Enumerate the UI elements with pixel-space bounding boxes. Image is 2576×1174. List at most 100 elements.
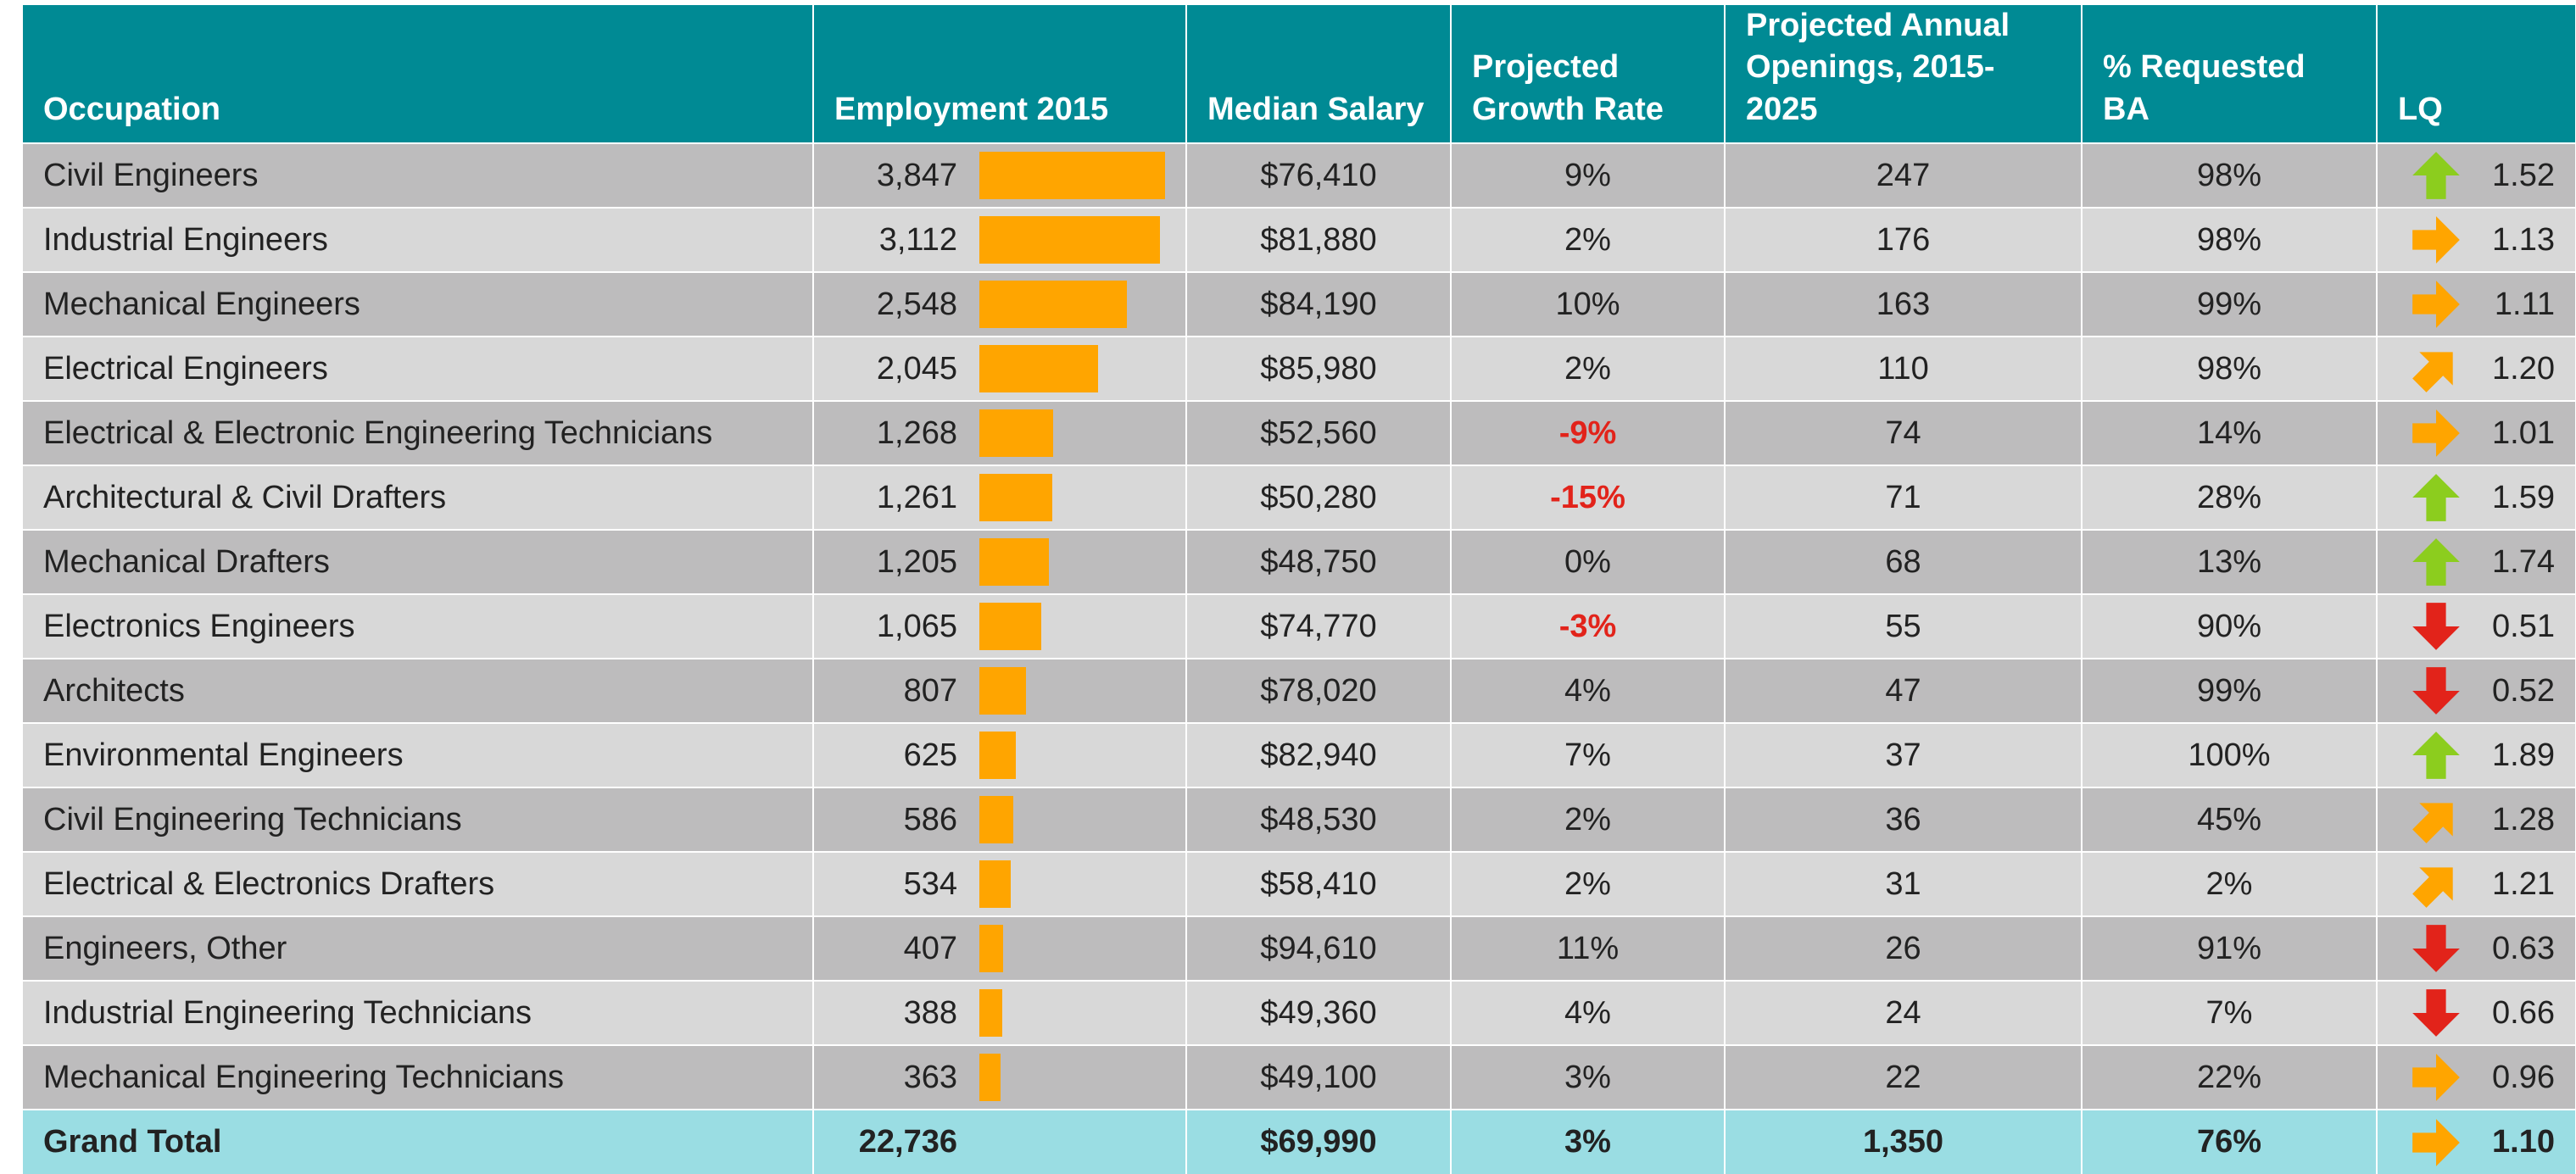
cell: 91%: [2082, 915, 2378, 982]
cell: 36: [1725, 787, 2083, 853]
employment-cell: 2,548: [813, 271, 1187, 337]
employment-bar: [979, 732, 1016, 780]
lq-value: 1.10: [2492, 1124, 2555, 1160]
cell: 55: [1725, 593, 2083, 659]
cell: Mechanical Drafters: [23, 529, 814, 595]
employment-value: 363: [903, 1059, 957, 1095]
column-header: % Requested BA: [2082, 5, 2378, 144]
cell: Mechanical Engineering Technicians: [23, 1044, 814, 1110]
employment-value: 3,847: [876, 157, 957, 193]
cell: 90%: [2082, 593, 2378, 659]
table-body: Civil Engineers 3,847 $76,410 9% 247 98% 1.52 I…: [23, 142, 2576, 1174]
cell: 22: [1725, 1044, 2083, 1110]
employment-cell: 3,112: [813, 207, 1187, 273]
cell: Architects: [23, 658, 814, 724]
lq-cell: 1.21: [2377, 851, 2576, 917]
employment-value: 1,205: [876, 543, 957, 580]
lq-cell: 1.59: [2377, 465, 2576, 531]
lq-cell: 1.20: [2377, 336, 2576, 402]
employment-bar: [979, 925, 1003, 973]
employment-cell: 1,268: [813, 400, 1187, 466]
lq-cell: 0.63: [2377, 915, 2576, 982]
cell: 99%: [2082, 271, 2378, 337]
arrow-shape: [2412, 152, 2460, 200]
cell: Industrial Engineering Technicians: [23, 980, 814, 1046]
cell: Industrial Engineers: [23, 207, 814, 273]
lq-arrow: [2412, 667, 2460, 715]
lq-value: 0.52: [2492, 672, 2555, 709]
lq-value: 0.66: [2492, 994, 2555, 1031]
cell: $76,410: [1186, 142, 1452, 209]
lq-arrow: [2412, 1118, 2460, 1166]
cell: $82,940: [1186, 722, 1452, 788]
employment-value: 388: [903, 994, 957, 1031]
employment-value: 625: [903, 737, 957, 773]
cell: 26: [1725, 915, 2083, 982]
lq-arrow: [2412, 152, 2460, 200]
employment: 1,065: [834, 596, 1165, 657]
employment-bar: [979, 860, 1011, 909]
employment: 3,847: [834, 145, 1165, 206]
cell: 4%: [1451, 980, 1726, 1046]
table-row: Mechanical Engineers 2,548 $84,190 10% 163 99…: [23, 271, 2576, 337]
cell: 7%: [1451, 722, 1726, 788]
cell: 37: [1725, 722, 2083, 788]
employment-value: 2,045: [876, 350, 957, 387]
employment-cell: 1,065: [813, 593, 1187, 659]
arrow-shape: [2412, 867, 2453, 909]
employment-bar: [979, 409, 1053, 458]
cell: 4%: [1451, 658, 1726, 724]
cell: $94,610: [1186, 915, 1452, 982]
table-row: Electrical & Electronic Engineering Tech…: [23, 400, 2576, 466]
arrow-shape: [2412, 1118, 2460, 1166]
employment-cell: 1,261: [813, 465, 1187, 531]
lq-cell: 0.66: [2377, 980, 2576, 1046]
lq: 1.59: [2398, 473, 2555, 522]
arrow-shape: [2412, 538, 2460, 587]
column-header: Occupation: [23, 5, 814, 144]
table-row: Electrical & Electronics Drafters 534 $58,…: [23, 851, 2576, 917]
lq-arrow: [2412, 538, 2460, 587]
cell: -15%: [1451, 465, 1726, 531]
cell: $81,880: [1186, 207, 1452, 273]
lq-cell: 1.11: [2377, 271, 2576, 337]
cell: 110: [1725, 336, 2083, 402]
cell: Electrical Engineers: [23, 336, 814, 402]
lq-cell: 0.96: [2377, 1044, 2576, 1110]
header-row: Occupation Employment 2015 Median Salary Pr…: [23, 5, 2576, 144]
lq-cell: 1.13: [2377, 207, 2576, 273]
cell: $84,190: [1186, 271, 1452, 337]
cell: $69,990: [1186, 1109, 1452, 1174]
cell: $49,360: [1186, 980, 1452, 1046]
cell: $49,100: [1186, 1044, 1452, 1110]
cell: 11%: [1451, 915, 1726, 982]
arrow-shape: [2412, 216, 2460, 264]
employment-cell: 586: [813, 787, 1187, 853]
employment-bar: [979, 474, 1053, 522]
arrow-shape: [2412, 1054, 2460, 1102]
table-row: Industrial Engineering Technicians 388 $49…: [23, 980, 2576, 1046]
cell: 247: [1725, 142, 2083, 209]
employment: 388: [834, 982, 1165, 1043]
lq-arrow: [2412, 216, 2460, 264]
employment-value: 407: [903, 930, 957, 966]
employment: 1,205: [834, 531, 1165, 593]
column-header: LQ: [2377, 5, 2576, 144]
employment: 1,268: [834, 403, 1165, 464]
lq-arrow: [2412, 1054, 2460, 1102]
cell: 45%: [2082, 787, 2378, 853]
arrow-shape: [2412, 925, 2460, 973]
cell: $58,410: [1186, 851, 1452, 917]
lq: 1.20: [2398, 344, 2555, 393]
arrow-shape: [2412, 281, 2460, 329]
lq-cell: 1.10: [2377, 1109, 2576, 1174]
lq-value: 1.21: [2492, 865, 2555, 902]
employment-bar: [979, 216, 1160, 264]
lq-value: 0.63: [2492, 930, 2555, 966]
employment-bar: [979, 989, 1002, 1038]
lq-value: 1.59: [2492, 479, 2555, 515]
cell: $85,980: [1186, 336, 1452, 402]
employment: 807: [834, 660, 1165, 721]
employment-value: 1,268: [876, 415, 957, 451]
employment-value: 534: [903, 865, 957, 902]
